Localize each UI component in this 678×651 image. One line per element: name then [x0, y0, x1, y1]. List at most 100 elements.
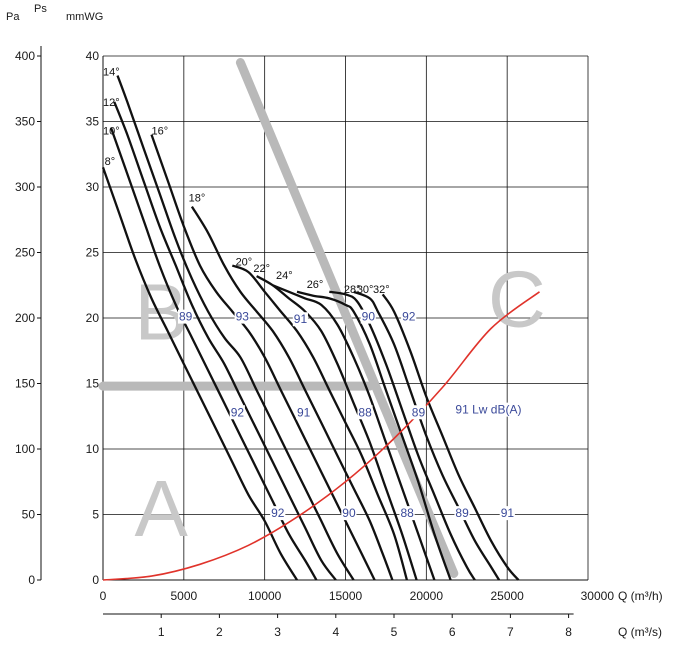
qs-tick-label: 6	[449, 625, 456, 639]
mmwg-tick-label: 5	[92, 508, 99, 522]
db-label: 89	[179, 310, 193, 324]
db-label-background	[341, 506, 357, 521]
fan-curve-10deg	[110, 127, 318, 581]
fan-curves	[101, 75, 520, 581]
db-label-background	[399, 506, 415, 521]
db-label-background	[177, 309, 194, 324]
qs-tick-label: 8	[565, 625, 572, 639]
angle-label: 22°	[253, 263, 270, 275]
db-label-background	[360, 309, 376, 324]
pa-tick-label: 400	[15, 49, 35, 63]
db-label: 91	[297, 405, 311, 419]
mmwg-axis-label: mmWG	[66, 11, 103, 23]
angle-label: 16°	[152, 126, 169, 138]
db-label-background	[357, 405, 373, 420]
angle-label: 8°	[105, 156, 116, 168]
mmwg-tick-label: 0	[92, 573, 99, 587]
db-label-background	[454, 402, 530, 417]
angle-label: 32°	[373, 284, 390, 296]
fan-curve-32deg	[381, 293, 520, 581]
fan-curve-22deg	[256, 275, 418, 581]
pa-tick-label: 50	[22, 508, 36, 522]
fan-curve-12deg	[113, 101, 337, 581]
db-label: 92	[231, 405, 245, 419]
mmwg-tick-label: 10	[86, 442, 100, 456]
db-label: 91 Lw dB(A)	[455, 403, 521, 417]
db-label: 89	[412, 405, 426, 419]
qh-axis-label: Q (m³/h)	[618, 589, 663, 603]
db-label: 90	[362, 310, 376, 324]
pa-tick-label: 100	[15, 442, 35, 456]
system-curve	[102, 291, 540, 581]
mmwg-tick-label: 20	[86, 311, 100, 325]
mmwg-tick-label: 30	[86, 180, 100, 194]
db-label-background	[401, 309, 417, 324]
system-resistance-curve	[102, 291, 540, 581]
pa-axis-label: Pa	[6, 11, 20, 23]
zone-letter-C: C	[488, 254, 546, 343]
angle-label: 10°	[103, 126, 120, 138]
fan-curve-18deg	[190, 205, 394, 581]
grid	[102, 55, 589, 581]
angle-label: 26°	[307, 279, 324, 291]
db-label-background	[454, 506, 470, 521]
qs-tick-label: 1	[158, 625, 165, 639]
pa-tick-label: 200	[15, 311, 35, 325]
db-label: 89	[455, 506, 469, 520]
angle-label: 14°	[103, 67, 120, 79]
fan-curve-14deg	[116, 75, 355, 581]
angle-label: 24°	[276, 270, 293, 282]
pa-tick-label: 350	[15, 115, 35, 129]
db-label: 91	[501, 506, 515, 520]
qs-tick-label: 7	[507, 625, 514, 639]
db-label: 88	[358, 405, 372, 419]
fan-curve-26deg	[296, 290, 452, 581]
db-label: 90	[342, 506, 356, 520]
zone-boundary-diagonal	[235, 58, 459, 578]
angle-label: 30°	[357, 284, 374, 296]
x-axes: 0 5000 10000 15000 20000 25000 30000 Q (m³/h) 1 2…	[100, 589, 663, 639]
qh-tick-label: 0	[100, 589, 107, 603]
angle-label: 28°	[344, 284, 361, 296]
pa-tick-label: 300	[15, 180, 35, 194]
fan-curve-8deg	[101, 167, 298, 581]
qh-tick-label: 15000	[329, 589, 363, 603]
angle-label: 20°	[236, 257, 253, 269]
db-label: 93	[236, 310, 250, 324]
zone-letter-A: A	[135, 464, 189, 553]
ps-axis-label: Ps	[34, 3, 47, 15]
fan-curve-20deg	[231, 264, 409, 581]
fan-curve-30deg	[353, 290, 501, 581]
mmwg-tick-label: 25	[86, 246, 100, 260]
db-label-background	[296, 405, 312, 420]
angle-label: 18°	[189, 192, 206, 204]
pa-tick-label: 150	[15, 377, 35, 391]
qh-tick-label: 20000	[410, 589, 444, 603]
qh-tick-label: 10000	[248, 589, 282, 603]
db-label: 91	[294, 312, 308, 326]
db-label-background	[292, 312, 308, 327]
db-label: 92	[402, 310, 416, 324]
qs-axis-label: Q (m³/s)	[618, 625, 662, 639]
qs-tick-label: 2	[216, 625, 223, 639]
db-label-background	[410, 405, 426, 420]
fan-curve-16deg	[150, 134, 376, 581]
db-label: 92	[271, 506, 285, 520]
mmwg-tick-label: 15	[86, 377, 100, 391]
qh-tick-label: 25000	[490, 589, 524, 603]
qs-tick-label: 3	[274, 625, 281, 639]
qh-tick-label: 5000	[170, 589, 197, 603]
pa-tick-label: 250	[15, 246, 35, 260]
db-label-background	[234, 309, 250, 324]
mmwg-tick-label: 35	[86, 115, 100, 129]
qs-tick-label: 5	[391, 625, 398, 639]
db-label-background	[499, 506, 515, 521]
qs-tick-label: 4	[332, 625, 339, 639]
sound-level-labels: 89 93 91 90 92 92 91 88 89 91 Lw dB(A) 92 90 88 89 91	[177, 309, 530, 521]
fan-curve-24deg	[272, 284, 436, 581]
mmwg-tick-label: 40	[86, 49, 100, 63]
fan-curve-28deg	[329, 290, 476, 581]
db-label: 88	[400, 506, 414, 520]
pa-tick-label: 0	[28, 573, 35, 587]
